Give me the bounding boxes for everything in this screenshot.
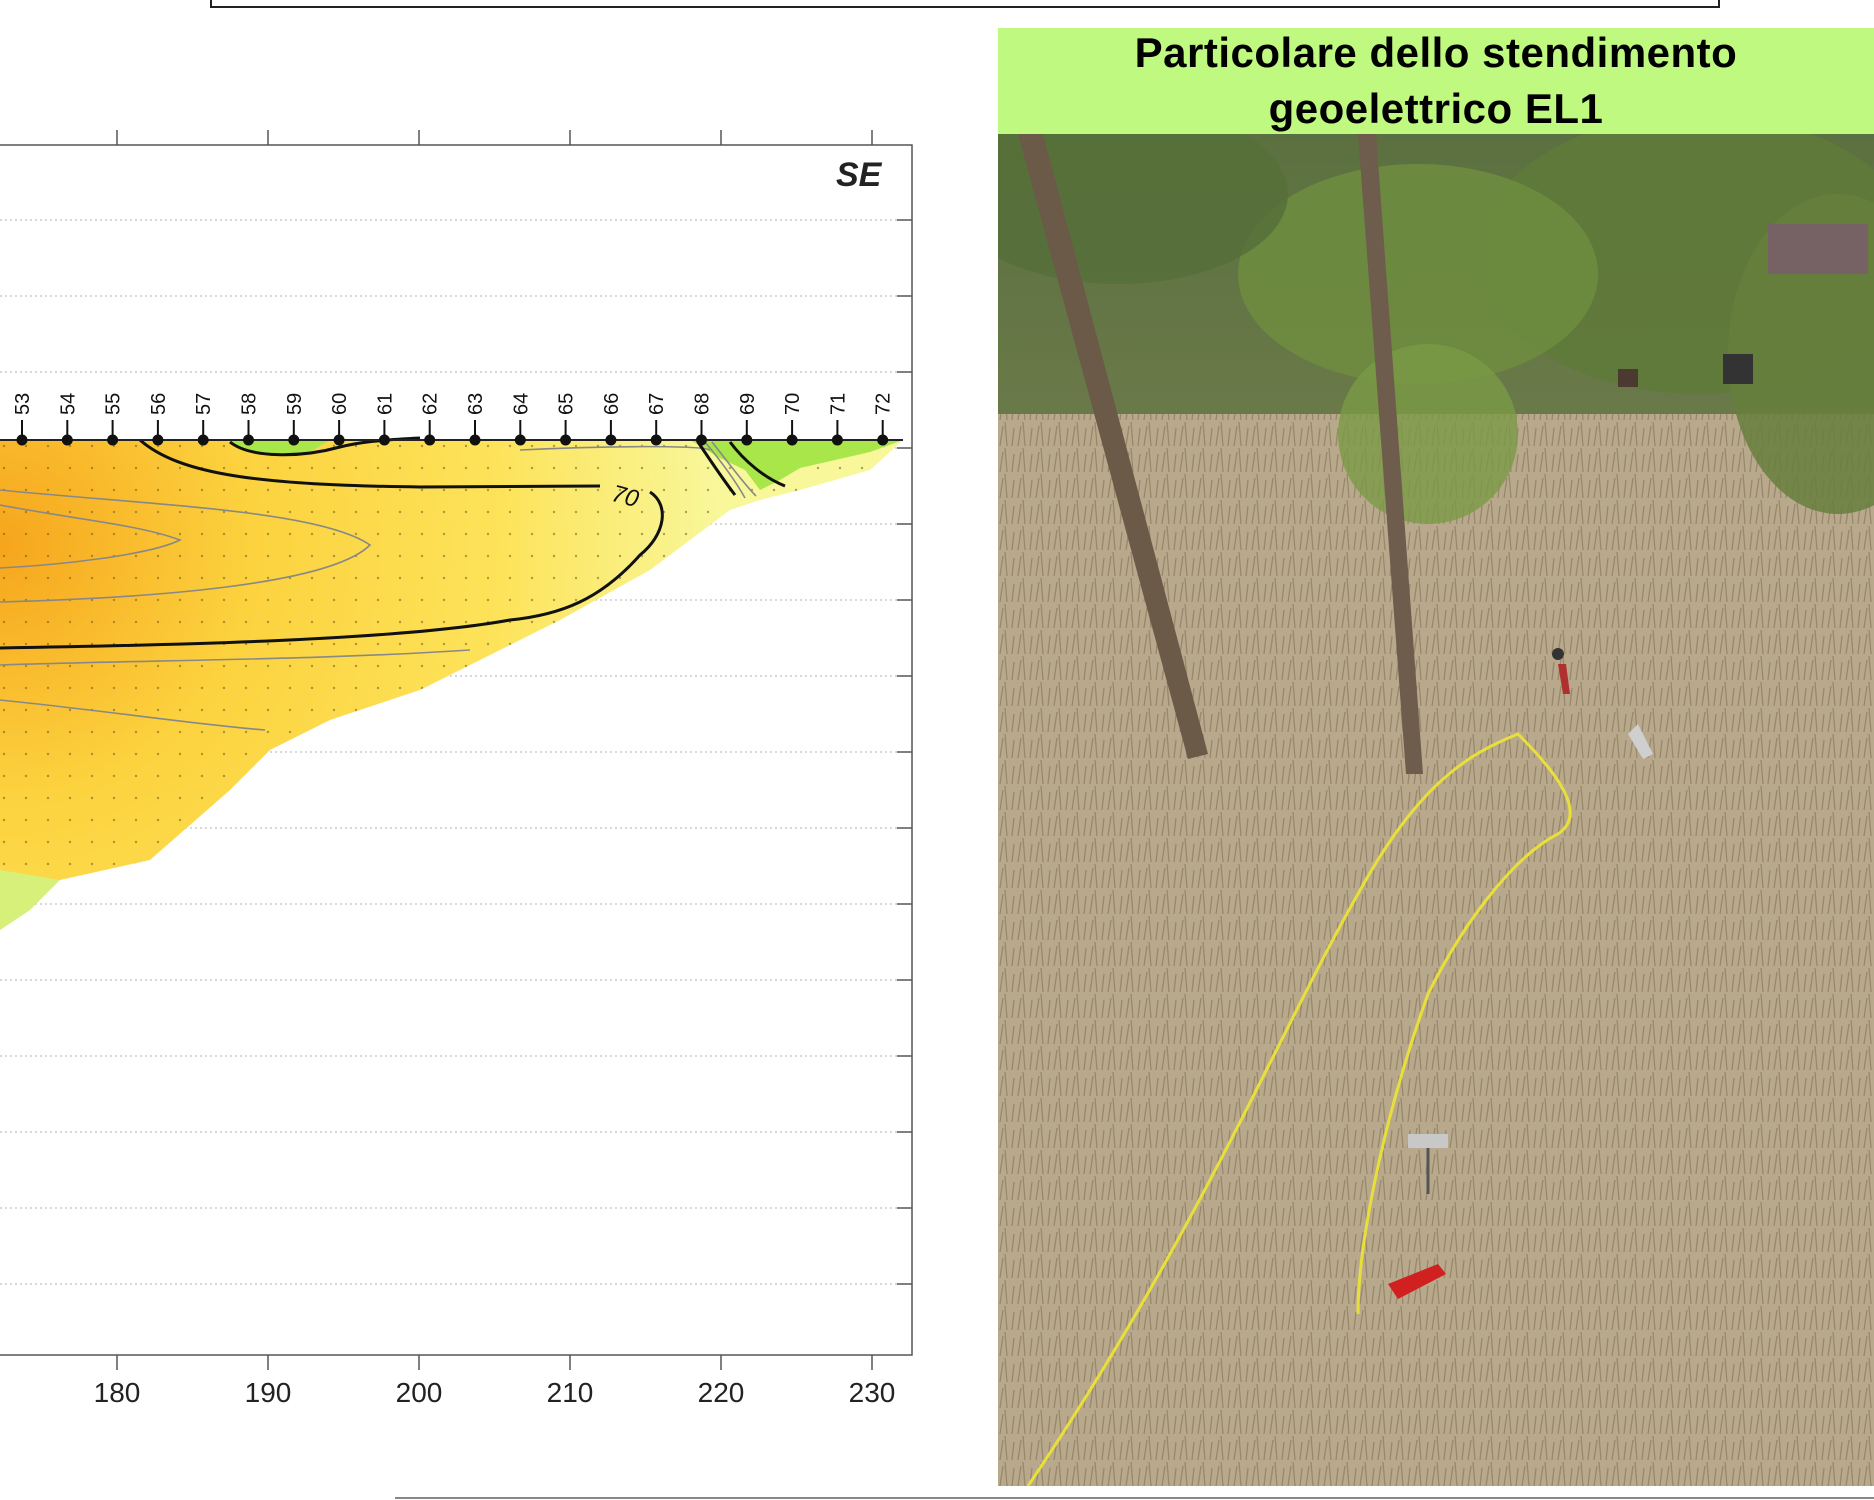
x-axis-tick-labels: 180 190 200 210 220 230 bbox=[94, 1377, 896, 1408]
electrode-label: 63 bbox=[465, 393, 487, 415]
x-tick-label: 200 bbox=[396, 1377, 443, 1408]
electrode-66: 66 bbox=[601, 393, 623, 446]
electrode-label: 66 bbox=[601, 393, 623, 415]
electrode-53: 53 bbox=[12, 393, 34, 446]
x-tick-label: 180 bbox=[94, 1377, 141, 1408]
field-photo bbox=[998, 134, 1874, 1486]
bottom-rule bbox=[395, 1497, 1874, 1499]
electrode-57: 57 bbox=[193, 393, 215, 446]
tree-trunk-left bbox=[1018, 134, 1208, 759]
electrode-64: 64 bbox=[510, 393, 532, 446]
electrode-label: 61 bbox=[374, 393, 396, 415]
electrode-58: 58 bbox=[239, 393, 261, 446]
low-resistivity-zone-left bbox=[0, 870, 60, 930]
electrode-60: 60 bbox=[329, 393, 351, 446]
resistivity-section-panel: 70 53 54 55 56 57 58 59 60 61 62 63 64 65 66 67 68 69 70 7… bbox=[0, 130, 913, 1408]
electrode-cable bbox=[1026, 732, 1572, 1486]
data-points-pattern bbox=[0, 440, 903, 930]
electrode-67: 67 bbox=[646, 393, 668, 446]
x-tick-label: 230 bbox=[849, 1377, 896, 1408]
electrode-label: 62 bbox=[420, 393, 442, 415]
electrode-63: 63 bbox=[465, 393, 487, 446]
electrode-55: 55 bbox=[103, 393, 125, 446]
foliage bbox=[998, 134, 1874, 524]
bottom-axis-ticks bbox=[116, 1355, 873, 1370]
orientation-label-se: SE bbox=[836, 156, 883, 194]
electrode-label: 58 bbox=[239, 393, 261, 415]
electrode-62: 62 bbox=[420, 393, 442, 446]
field-equipment bbox=[1618, 224, 1868, 387]
field-electrodes bbox=[1388, 648, 1653, 1299]
electrode-label: 72 bbox=[873, 393, 895, 415]
electrode-label: 68 bbox=[692, 393, 714, 415]
major-contours bbox=[0, 436, 786, 650]
electrode-61: 61 bbox=[374, 393, 396, 446]
electrode-59: 59 bbox=[284, 393, 306, 446]
electrode-label: 55 bbox=[103, 393, 125, 415]
electrode-array: 53 54 55 56 57 58 59 60 61 62 63 64 65 66 67 68 69 70 71 72 bbox=[12, 393, 895, 446]
electrode-label: 56 bbox=[148, 393, 170, 415]
electrode-71: 71 bbox=[827, 393, 849, 446]
electrode-label: 59 bbox=[284, 393, 306, 415]
electrode-label: 65 bbox=[556, 393, 578, 415]
electrode-72: 72 bbox=[873, 393, 895, 446]
electrode-56: 56 bbox=[148, 393, 170, 446]
electrode-54: 54 bbox=[57, 393, 79, 446]
low-resistivity-zone-right bbox=[690, 440, 903, 490]
electrode-label: 67 bbox=[646, 393, 668, 415]
electrode-label: 70 bbox=[782, 393, 804, 415]
electrode-70: 70 bbox=[782, 393, 804, 446]
electrode-label: 60 bbox=[329, 393, 351, 415]
electrode-68: 68 bbox=[692, 393, 714, 446]
electrode-label: 69 bbox=[737, 393, 759, 415]
electrode-label: 53 bbox=[12, 393, 34, 415]
electrode-65: 65 bbox=[556, 393, 578, 446]
photo-title: Particolare dello stendimento geoelettri… bbox=[998, 28, 1874, 134]
electrode-label: 64 bbox=[510, 393, 532, 415]
electrode-69: 69 bbox=[737, 393, 759, 446]
electrode-label: 54 bbox=[57, 393, 79, 415]
right-axis-ticks bbox=[897, 219, 912, 1285]
tree-trunk-center bbox=[1358, 134, 1423, 774]
top-frame bbox=[210, 0, 1720, 8]
photo-title-text: Particolare dello stendimento geoelettri… bbox=[1134, 29, 1738, 132]
x-tick-label: 220 bbox=[698, 1377, 745, 1408]
x-tick-label: 190 bbox=[245, 1377, 292, 1408]
electrode-label: 57 bbox=[193, 393, 215, 415]
electrode-label: 71 bbox=[827, 393, 849, 415]
top-axis-ticks bbox=[116, 130, 873, 145]
x-tick-label: 210 bbox=[547, 1377, 594, 1408]
